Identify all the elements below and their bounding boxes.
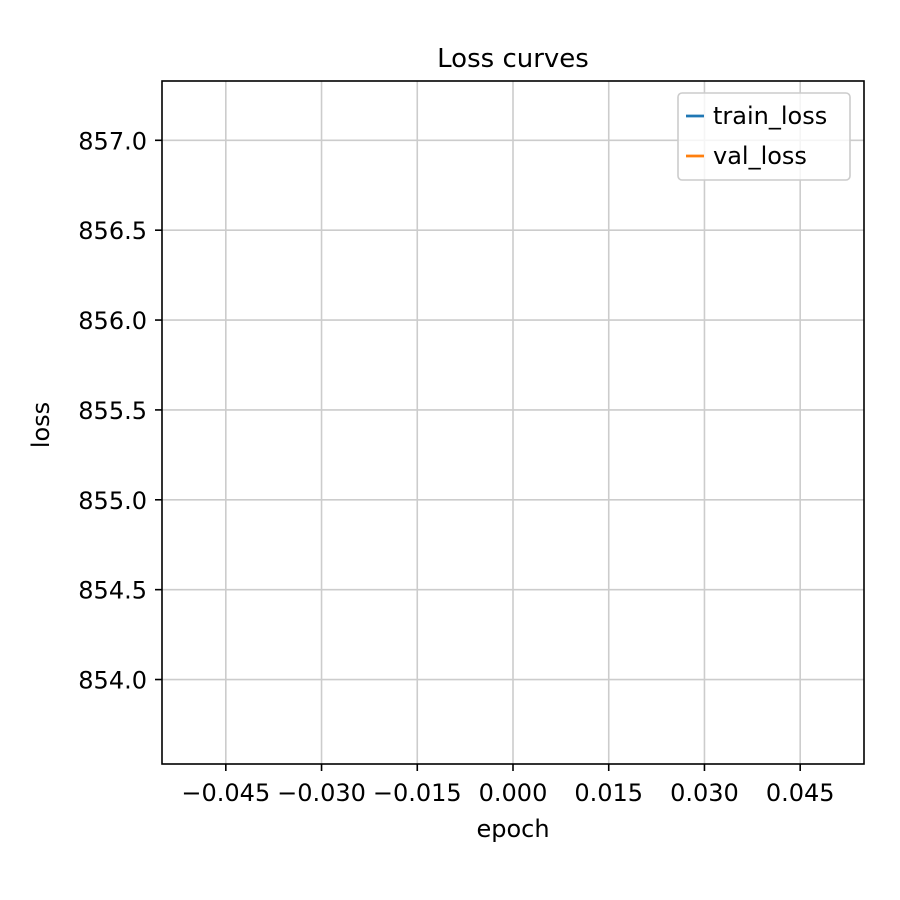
y-tick-label: 855.5 bbox=[78, 397, 147, 425]
y-tick-label: 854.0 bbox=[78, 667, 147, 695]
x-axis-label: epoch bbox=[476, 815, 549, 843]
y-tick-label: 857.0 bbox=[78, 127, 147, 155]
grid bbox=[162, 81, 864, 764]
legend-box bbox=[677, 92, 851, 181]
legend: train_loss val_loss bbox=[677, 92, 851, 181]
x-tick-label: −0.045 bbox=[181, 779, 270, 807]
y-tick-label: 854.5 bbox=[78, 577, 147, 605]
x-tick-label: 0.030 bbox=[670, 779, 739, 807]
x-axis: −0.045 −0.030 −0.015 0.000 0.015 0.030 0.045 bbox=[181, 764, 835, 807]
y-tick-label: 855.0 bbox=[78, 487, 147, 515]
y-axis: 854.0 854.5 855.0 855.5 856.0 856.5 857.0 bbox=[78, 127, 162, 695]
legend-label: val_loss bbox=[713, 142, 807, 170]
legend-label: train_loss bbox=[713, 102, 827, 130]
x-tick-label: −0.015 bbox=[373, 779, 462, 807]
x-tick-label: 0.000 bbox=[479, 779, 548, 807]
y-tick-label: 856.5 bbox=[78, 217, 147, 245]
y-tick-label: 856.0 bbox=[78, 307, 147, 335]
chart-title: Loss curves bbox=[437, 44, 589, 74]
x-tick-label: 0.045 bbox=[766, 779, 835, 807]
x-tick-label: −0.030 bbox=[277, 779, 366, 807]
x-tick-label: 0.015 bbox=[574, 779, 643, 807]
y-axis-label: loss bbox=[27, 402, 55, 448]
